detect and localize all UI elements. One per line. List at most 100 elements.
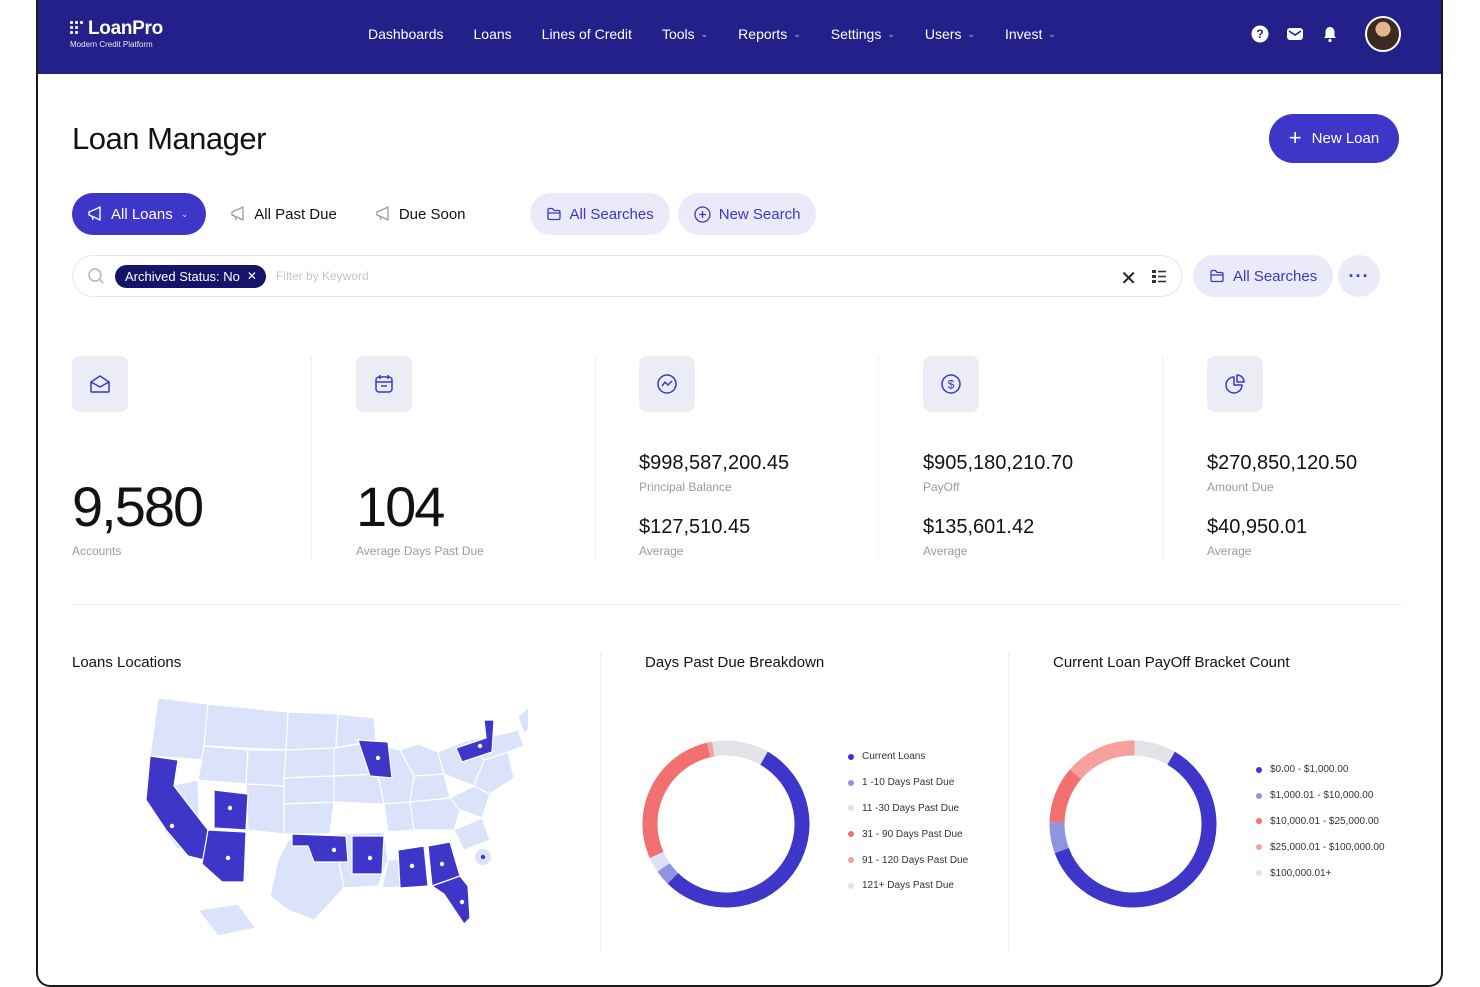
nav-invest[interactable]: Invest ⌄ <box>1005 26 1056 42</box>
all-searches-button[interactable]: All Searches <box>529 193 670 235</box>
map-state-highlight <box>357 739 393 779</box>
all-loans-label: All Loans <box>111 205 173 223</box>
map-marker <box>409 863 415 869</box>
nav-reports[interactable]: Reports ⌄ <box>738 26 801 42</box>
nav-lines-of-credit[interactable]: Lines of Credit <box>542 26 632 42</box>
map-marker <box>480 854 486 860</box>
stat-days-past-due: 104 Average Days Past Due <box>356 356 484 562</box>
map-region <box>333 773 385 805</box>
donut-slice <box>1134 740 1175 765</box>
stat-principal: $998,587,200.45 Principal Balance $127,5… <box>639 356 789 562</box>
map-marker <box>331 847 337 853</box>
nav-settings[interactable]: Settings ⌄ <box>831 26 895 42</box>
nav-label: Settings <box>830 26 882 42</box>
nav-loans[interactable]: Loans <box>474 26 512 42</box>
map-state-highlight <box>291 833 349 863</box>
legend-swatch <box>848 857 854 864</box>
chip-close-icon[interactable]: ✕ <box>246 269 257 283</box>
filter-tabs: All Loans ⌄ All Past Due Due Soon All Se… <box>72 193 817 235</box>
filter-settings-icon[interactable] <box>1151 268 1167 284</box>
clear-search-icon[interactable]: ✕ <box>1120 268 1137 290</box>
nav-label: Users <box>924 26 962 42</box>
svg-text:?: ? <box>1256 27 1263 41</box>
search-bar: Archived Status: No ✕ ✕ <box>72 255 1182 297</box>
legend-swatch <box>848 882 854 889</box>
map-region <box>409 773 451 803</box>
nav-dashboards[interactable]: Dashboards <box>368 26 444 42</box>
nav-label: Invest <box>1005 26 1043 42</box>
section-divider <box>72 604 1402 605</box>
filter-chip[interactable]: Archived Status: No ✕ <box>115 264 266 288</box>
divider <box>1008 652 1009 952</box>
legend-swatch <box>848 831 854 838</box>
payoff-legend: $0.00 - $1,000.00 $1,000.01 - $10,000.00 $… <box>1256 757 1385 886</box>
megaphone-icon <box>231 206 244 221</box>
map-region <box>449 785 491 819</box>
search-icon <box>88 268 104 284</box>
nav-tools[interactable]: Tools ⌄ <box>662 26 708 42</box>
map-region <box>196 903 258 937</box>
chevron-down-icon: ⌄ <box>1048 28 1056 39</box>
legend-item: $100,000.01+ <box>1256 860 1385 886</box>
legend-item: $10,000.01 - $25,000.00 <box>1256 809 1385 835</box>
legend-label: $100,000.01+ <box>1270 867 1332 879</box>
more-options-button[interactable]: ··· <box>1338 255 1380 297</box>
nav-users[interactable]: Users ⌄ <box>925 26 975 42</box>
all-searches-label: All Searches <box>569 205 654 223</box>
map-region <box>383 801 415 833</box>
legend-label: 31 - 90 Days Past Due <box>862 828 963 840</box>
legend-item: 11 -30 Days Past Due <box>848 796 968 822</box>
brand-tagline: Modern Credit Platform <box>70 40 153 49</box>
days-past-due-label: Average Days Past Due <box>356 544 484 558</box>
payoff-value: $905,180,210.70 <box>923 452 1074 474</box>
map-marker <box>367 855 373 861</box>
plus-icon: + <box>1288 124 1302 150</box>
pie-chart-icon <box>1207 356 1263 412</box>
payoff-average-label: Average <box>923 544 968 558</box>
help-icon[interactable]: ? <box>1250 24 1270 44</box>
logo-mark-icon <box>70 21 86 35</box>
user-avatar[interactable] <box>1365 16 1401 52</box>
us-map <box>145 697 528 937</box>
legend-label: 121+ Days Past Due <box>862 880 954 892</box>
folder-icon <box>546 207 561 221</box>
main-nav: Dashboards Loans Lines of Credit Tools ⌄ … <box>368 26 1086 42</box>
header-actions: ? <box>1250 16 1401 52</box>
all-past-due-button[interactable]: All Past Due <box>206 193 355 235</box>
chevron-down-icon: ⌄ <box>967 28 975 39</box>
map-region <box>149 697 209 761</box>
dollar-circle-icon: $ <box>923 356 979 412</box>
megaphone-icon <box>88 206 101 221</box>
donut-slice <box>667 751 810 908</box>
stat-amount-due: $270,850,120.50 Amount Due $40,950.01 Av… <box>1207 356 1357 562</box>
accounts-label: Accounts <box>72 544 122 558</box>
map-region <box>285 711 339 751</box>
app-window: LoanPro Modern Credit Platform Dashboard… <box>36 0 1443 987</box>
principal-average-value: $127,510.45 <box>639 516 751 538</box>
map-state-highlight <box>455 719 495 763</box>
divider <box>311 356 312 562</box>
mail-icon[interactable] <box>1285 24 1305 44</box>
stats-row: 9,580 Accounts 104 Average Days Past Due… <box>72 356 1402 562</box>
map-region <box>517 706 528 736</box>
map-region <box>197 745 249 785</box>
bell-icon[interactable] <box>1320 24 1340 44</box>
nav-label: Reports <box>738 26 788 42</box>
chevron-down-icon: ⌄ <box>887 28 895 39</box>
new-search-button[interactable]: New Search <box>677 193 817 235</box>
divider <box>878 356 879 562</box>
due-soon-button[interactable]: Due Soon <box>355 193 484 235</box>
map-marker <box>225 855 231 861</box>
legend-swatch <box>1256 818 1262 825</box>
legend-swatch <box>848 753 854 760</box>
keyword-search-input[interactable] <box>275 269 1076 283</box>
saved-searches-button[interactable]: All Searches <box>1193 255 1334 297</box>
legend-label: 11 -30 Days Past Due <box>862 802 960 814</box>
new-loan-button[interactable]: + New Loan <box>1269 114 1399 163</box>
donut-slice <box>1049 822 1069 854</box>
payoff-label: PayOff <box>923 480 960 494</box>
envelope-open-icon <box>72 356 128 412</box>
all-loans-button[interactable]: All Loans ⌄ <box>72 193 207 235</box>
principal-average-label: Average <box>639 544 684 558</box>
map-region <box>283 775 335 805</box>
